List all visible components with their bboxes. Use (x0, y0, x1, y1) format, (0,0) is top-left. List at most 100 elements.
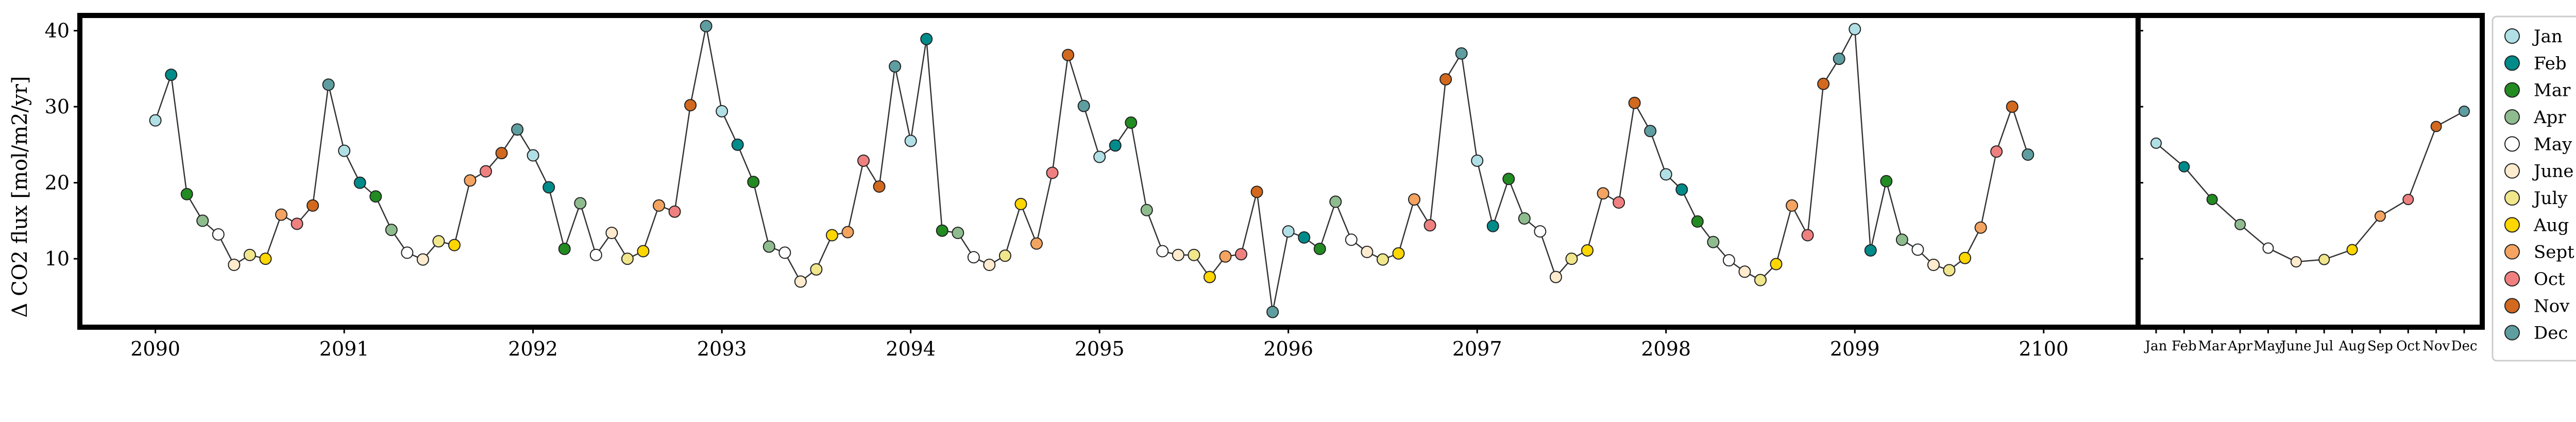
data-point (558, 243, 571, 256)
data-point (1959, 251, 1972, 264)
data-point (998, 249, 1011, 262)
data-point (1581, 244, 1594, 257)
clim-point (2402, 194, 2414, 206)
data-point (1014, 197, 1027, 210)
data-point (605, 227, 618, 240)
data-point (810, 263, 823, 276)
data-point (762, 240, 775, 253)
data-point (1109, 139, 1122, 152)
data-point (1817, 77, 1830, 90)
legend-marker (2504, 190, 2520, 206)
data-point (432, 235, 445, 248)
data-point (1691, 215, 1704, 228)
clim-x-tick-label: Aug (2338, 339, 2365, 354)
data-point (1125, 116, 1138, 129)
data-point (464, 174, 477, 187)
data-point (212, 228, 225, 241)
data-point (1156, 245, 1169, 258)
x-tick-label: 2093 (697, 337, 747, 360)
data-point (228, 259, 241, 271)
data-point (1313, 243, 1326, 256)
legend-marker (2504, 109, 2520, 125)
legend-label: Sept (2534, 242, 2574, 263)
data-point (369, 190, 382, 203)
data-point (1990, 145, 2003, 158)
legend-label: Jan (2532, 26, 2563, 47)
data-point (652, 199, 665, 212)
clim-point (2430, 121, 2442, 132)
data-point (1864, 244, 1877, 257)
data-point (180, 188, 193, 200)
data-point (1140, 204, 1153, 216)
clim-x-tick-label: Dec (2451, 339, 2478, 354)
data-point (621, 252, 634, 265)
legend-marker (2504, 82, 2520, 98)
legend-label: June (2532, 161, 2574, 182)
data-point (1219, 250, 1232, 263)
data-point (1250, 185, 1263, 198)
data-point (1376, 253, 1389, 266)
clim-x-tick-label: June (2279, 339, 2311, 354)
legend-label: Apr (2533, 107, 2566, 128)
data-point (1188, 248, 1200, 261)
data-point (1597, 187, 1609, 200)
legend-marker (2504, 298, 2520, 314)
data-point (952, 227, 964, 240)
main-plot-frame (77, 13, 2141, 330)
clim-x-tick-label: Feb (2172, 339, 2197, 354)
data-point (385, 224, 398, 237)
data-point (967, 251, 980, 264)
clim-point (2346, 244, 2358, 256)
data-point (920, 32, 933, 45)
data-point (1707, 235, 1720, 248)
x-tick-label: 2097 (1452, 337, 1502, 360)
data-point (1392, 247, 1405, 260)
data-point (307, 199, 319, 212)
x-tick-label: 2098 (1641, 337, 1691, 360)
data-point (889, 60, 902, 73)
data-point (1093, 150, 1106, 163)
data-point (1911, 243, 1924, 256)
data-point (1833, 53, 1845, 65)
data-point (259, 252, 272, 265)
data-point (1235, 248, 1248, 261)
x-tick-label: 2094 (886, 337, 936, 360)
x-tick-label: 2095 (1075, 337, 1125, 360)
clim-x-tick-label: Nov (2422, 339, 2450, 354)
legend: Jan Feb Mar Apr May June July Aug Sept Oct Nov Dec (2492, 15, 2576, 362)
data-point (589, 248, 602, 261)
data-point (1423, 219, 1436, 232)
data-point (1172, 248, 1184, 261)
data-point (448, 239, 461, 251)
data-point (1895, 233, 1908, 246)
data-point (196, 214, 209, 227)
data-point (1266, 306, 1279, 318)
data-point (1927, 259, 1940, 271)
data-point (825, 229, 838, 242)
data-point (1077, 99, 1090, 112)
data-point (353, 176, 366, 189)
data-point (1659, 168, 1672, 181)
data-point (1361, 245, 1374, 258)
data-point (1203, 271, 1216, 283)
legend-marker (2504, 163, 2520, 179)
data-point (511, 123, 524, 136)
legend-marker (2504, 244, 2520, 260)
clim-x-tick-label: May (2253, 339, 2283, 354)
legend-label: Feb (2534, 53, 2567, 74)
data-point (338, 144, 351, 157)
legend-label: Nov (2534, 296, 2570, 316)
data-point (1518, 212, 1531, 225)
x-tick-label: 2091 (319, 337, 369, 360)
clim-point (2150, 137, 2162, 149)
clim-line (2156, 110, 2465, 263)
y-axis-label: Δ CO2 flux [mol/m2/yr] (8, 76, 32, 318)
data-point (1880, 175, 1893, 188)
clim-point (2459, 105, 2470, 117)
legend-marker (2504, 136, 2520, 152)
data-point (1738, 265, 1751, 278)
data-point (2006, 100, 2019, 113)
data-point (543, 181, 555, 194)
data-point (904, 134, 917, 147)
